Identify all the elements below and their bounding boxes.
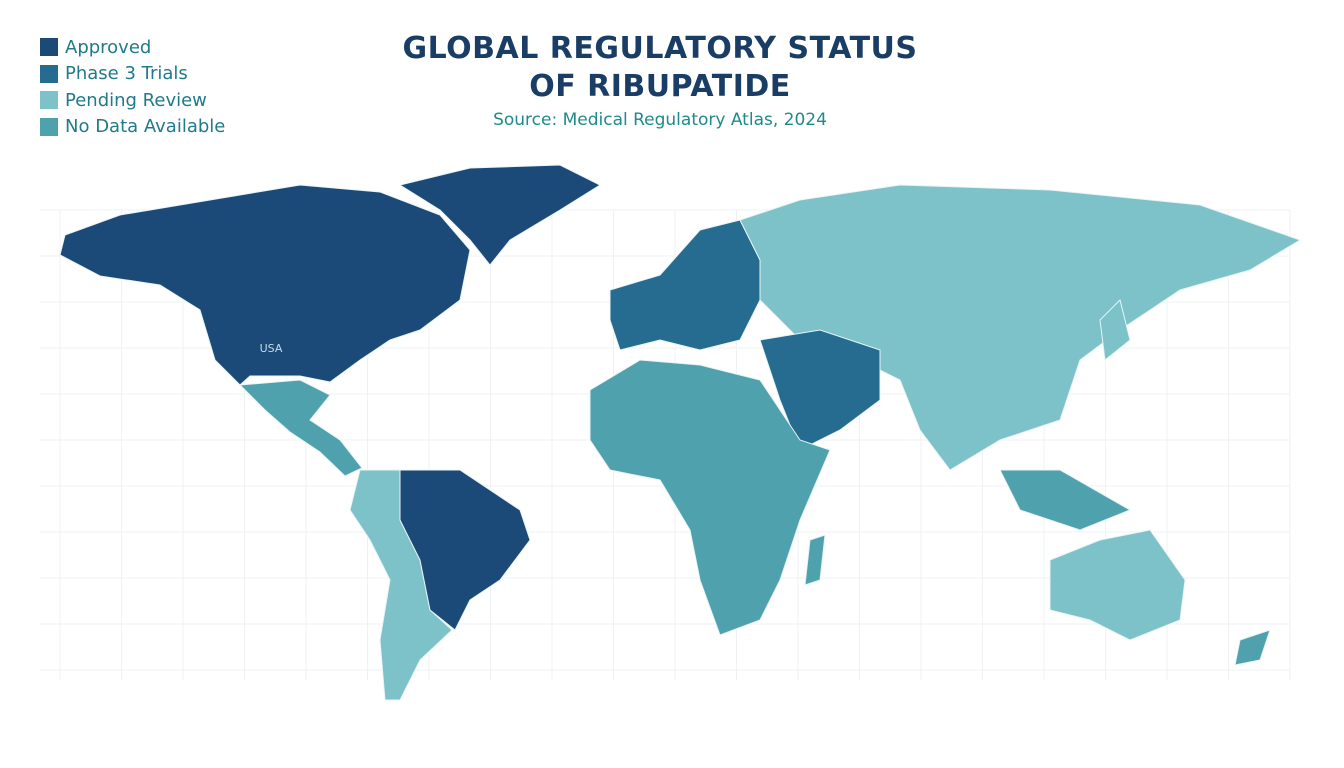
- europe: [609, 219, 761, 351]
- new-zealand: [1234, 629, 1271, 666]
- legend-label: No Data Available: [65, 116, 226, 138]
- legend-swatch: [40, 38, 58, 57]
- legend-label: Phase 3 Trials: [65, 63, 188, 85]
- australia: [1049, 529, 1186, 641]
- legend-item: Pending Review: [40, 87, 225, 114]
- greenland: [398, 164, 602, 266]
- legend-label: Pending Review: [65, 89, 207, 111]
- map-title: GLOBAL REGULATORY STATUS OF RIBUPATIDE: [402, 31, 918, 104]
- legend-item: Phase 3 Trials: [40, 61, 225, 88]
- legend-swatch: [40, 117, 58, 136]
- legend-swatch: [40, 64, 58, 83]
- central-america: [238, 379, 363, 477]
- legend: Approved Phase 3 Trials Pending Review No D…: [40, 34, 225, 140]
- country-label: USA: [260, 342, 283, 355]
- africa: [589, 359, 831, 636]
- legend-item: No Data Available: [40, 114, 225, 141]
- middle-east: [759, 329, 881, 451]
- japan: [1099, 299, 1131, 361]
- brazil: [399, 469, 531, 631]
- legend-label: Approved: [65, 36, 152, 58]
- legend-swatch: [40, 91, 58, 110]
- legend-item: Approved: [40, 34, 225, 61]
- southeast-asia: [999, 469, 1132, 531]
- map-source: Source: Medical Regulatory Atlas, 2024: [493, 110, 827, 130]
- madagascar: [804, 534, 826, 586]
- north-america: [59, 184, 471, 386]
